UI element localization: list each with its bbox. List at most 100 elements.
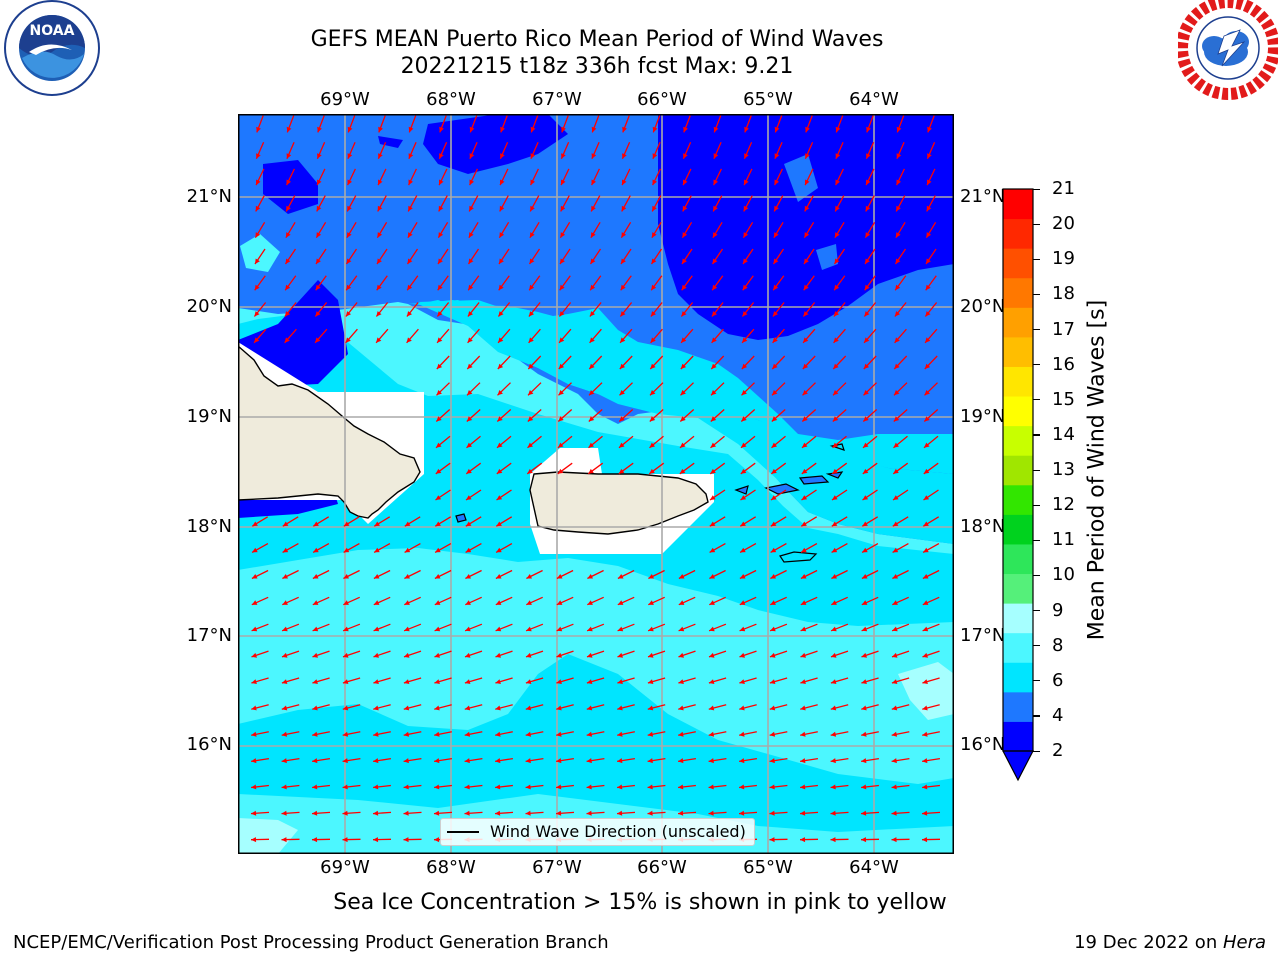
wind-wave-arrowhead (678, 784, 684, 790)
wind-wave-arrowhead (254, 284, 260, 291)
wind-wave-arrowhead (560, 232, 566, 238)
wind-wave-arrowhead (682, 258, 687, 264)
wind-wave-arrowhead (650, 311, 656, 317)
wind-wave-arrowhead (682, 205, 688, 212)
wind-wave-arrowhead (407, 258, 413, 264)
wind-wave-arrowhead (647, 679, 654, 684)
wind-wave-arrowhead (862, 547, 868, 553)
wind-wave-arrowhead (741, 363, 748, 369)
wind-wave-arrowhead (495, 784, 501, 790)
wind-wave-arrowhead (711, 337, 717, 343)
wind-wave-arrowhead (525, 810, 531, 816)
lon-label-bottom: 66°W (637, 857, 687, 878)
wind-wave-arrowhead (496, 468, 503, 474)
wind-wave-arrowhead (774, 126, 780, 133)
wind-wave-arrowhead (800, 731, 806, 737)
wind-wave-arrowhead (556, 574, 563, 579)
footer-date: 19 Dec 2022 on Hera (1074, 932, 1266, 953)
wind-wave-arrowhead (347, 205, 352, 212)
wind-wave-arrowhead (683, 126, 688, 133)
wind-wave-arrowhead (439, 126, 444, 133)
wind-wave-arrowhead (589, 363, 595, 369)
wind-wave-arrowhead (617, 652, 623, 658)
wind-wave-arrowhead (251, 784, 257, 790)
lon-label-bottom: 64°W (849, 857, 899, 878)
wind-wave-arrowhead (678, 758, 684, 764)
wind-wave-arrowhead (862, 521, 868, 527)
wind-wave-arrowhead (586, 810, 592, 816)
wind-wave-arrowhead (464, 705, 471, 711)
wind-wave-arrowhead (800, 758, 806, 764)
wind-wave-direction-arrows (250, 115, 941, 843)
wind-wave-arrowhead (556, 758, 562, 764)
wind-wave-arrowhead (285, 258, 291, 264)
lon-label-bottom: 67°W (532, 857, 582, 878)
wind-wave-arrowhead (619, 363, 626, 369)
wind-wave-arrowhead (467, 363, 473, 369)
wind-wave-arrowhead (252, 547, 258, 553)
wind-wave-arrowhead (556, 731, 562, 737)
colorbar-tick-mark (1033, 293, 1040, 296)
lat-label-left: 17°N (186, 625, 232, 646)
wind-wave-arrowhead (587, 574, 593, 579)
colorbar-tick-mark (1033, 539, 1040, 541)
wind-wave-arrowhead (591, 153, 597, 159)
wind-wave-arrowhead (465, 652, 471, 658)
wind-wave-arrowhead (800, 600, 807, 605)
colorbar-tick-mark (1033, 645, 1040, 647)
lat-label-right: 20°N (960, 296, 1006, 317)
map-legend: Wind Wave Direction (unscaled) (440, 818, 755, 846)
wind-wave-arrowhead (830, 731, 837, 737)
wind-wave-arrowhead (254, 337, 260, 343)
colorbar-band (1003, 573, 1033, 604)
wind-wave-arrowhead (651, 258, 657, 264)
wind-wave-arrowhead (374, 547, 380, 553)
wind-wave-arrowhead (743, 232, 749, 238)
wind-wave-arrowhead (251, 810, 257, 816)
wind-wave-arrowhead (647, 705, 654, 711)
wind-wave-arrowhead (373, 626, 380, 632)
wind-wave-arrowhead (404, 600, 410, 605)
wind-wave-arrowhead (558, 390, 564, 396)
wind-wave-arrowhead (893, 416, 900, 422)
wind-wave-arrowhead (769, 679, 776, 684)
wind-wave-arrowhead (895, 258, 901, 264)
wind-wave-arrowhead (556, 679, 562, 684)
wind-wave-arrowhead (377, 258, 382, 264)
wind-wave-arrowhead (557, 468, 564, 474)
wind-wave-arrowhead (378, 153, 383, 159)
wind-wave-arrowhead (620, 311, 626, 317)
wind-wave-arrowhead (587, 600, 593, 605)
wind-wave-arrowhead (895, 284, 901, 291)
wind-wave-arrowhead (495, 679, 501, 684)
wind-wave-arrowhead (373, 574, 380, 579)
wind-wave-arrowhead (709, 626, 715, 632)
wind-wave-arrowhead (376, 311, 382, 317)
wind-wave-arrowhead (586, 679, 593, 684)
wind-wave-arrowhead (678, 679, 684, 684)
wind-wave-arrowhead (743, 258, 748, 264)
wind-wave-arrowhead (621, 258, 626, 264)
wind-wave-arrowhead (801, 547, 807, 553)
wind-wave-arrowhead (710, 416, 717, 422)
wind-wave-arrowhead (802, 390, 808, 396)
colorbar-tick-label: 18 (1052, 283, 1075, 305)
wind-wave-arrowhead (925, 284, 931, 291)
wind-wave-arrowhead (374, 521, 380, 527)
colorbar-band (1003, 336, 1033, 367)
wind-wave-arrowhead (893, 442, 899, 448)
wind-wave-arrowhead (861, 758, 867, 764)
wind-wave-arrowhead (800, 784, 806, 790)
wind-wave-arrowhead (617, 784, 623, 790)
wind-wave-arrowhead (315, 284, 321, 291)
wind-wave-arrowhead (343, 652, 349, 658)
wind-wave-arrowhead (835, 126, 841, 133)
wind-wave-arrowhead (923, 547, 929, 553)
wind-wave-arrowhead (927, 153, 932, 159)
wind-wave-arrowhead (256, 126, 261, 133)
wind-wave-arrowhead (316, 205, 322, 212)
graticule (238, 114, 954, 854)
wind-wave-arrowhead (708, 784, 714, 790)
wind-wave-arrowhead (652, 179, 657, 186)
wind-wave-arrowhead (739, 705, 745, 711)
